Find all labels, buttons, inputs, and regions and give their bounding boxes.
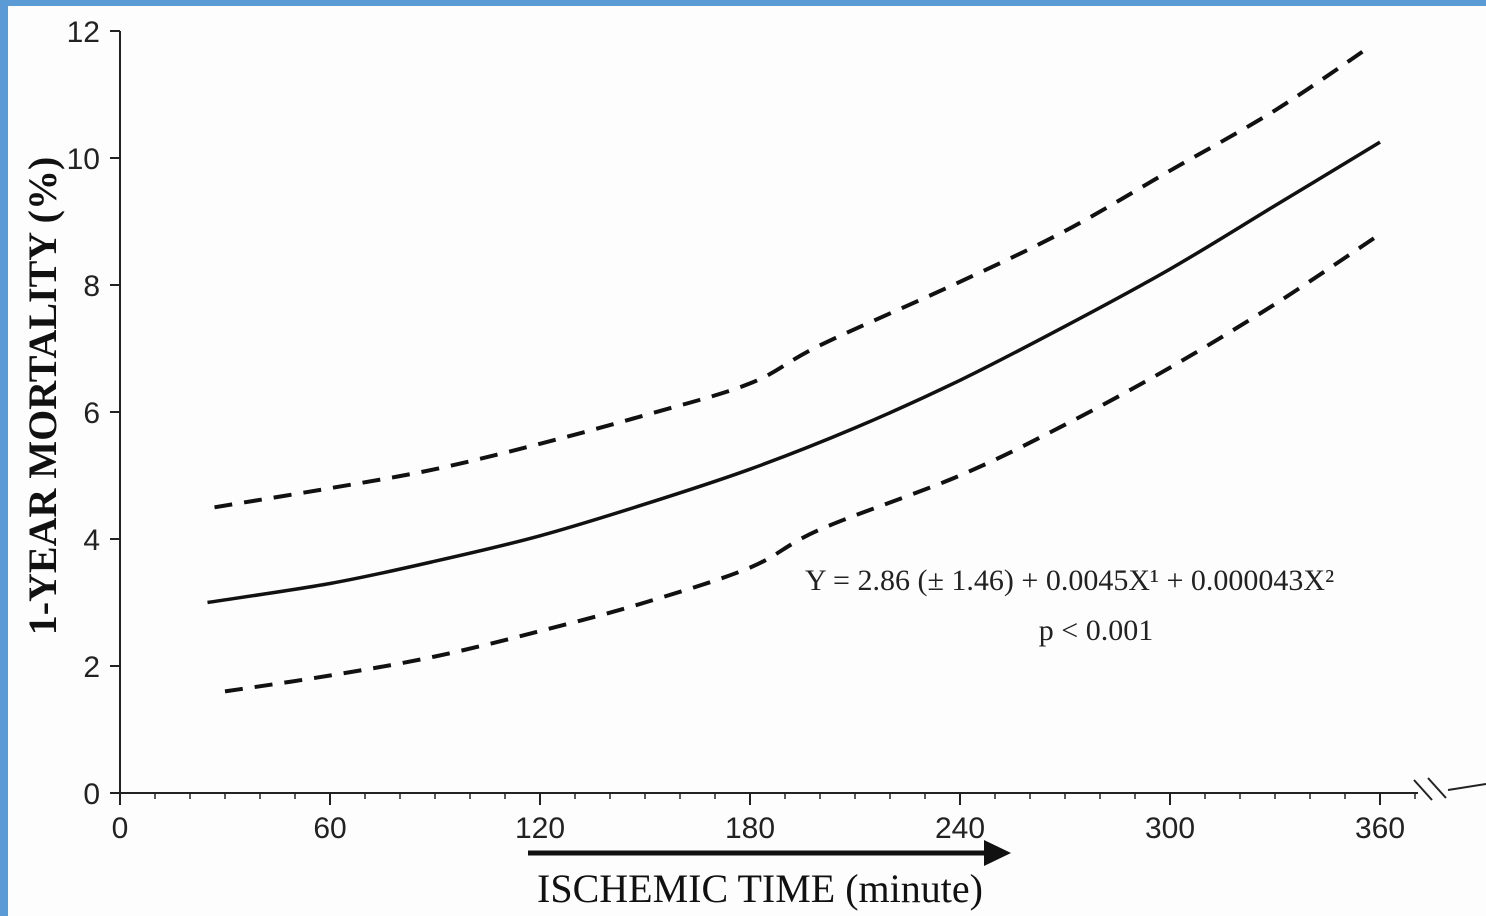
y-axis-ticks: 0 2 4 6 8 10 12 xyxy=(67,16,120,811)
y-axis-title: 1-YEAR MORTALITY (%) xyxy=(20,157,65,636)
x-tick-label: 60 xyxy=(313,812,346,845)
lower-ci-line xyxy=(225,234,1380,691)
y-tick-label: 2 xyxy=(83,651,100,684)
upper-ci-line xyxy=(215,47,1370,507)
y-tick-label: 10 xyxy=(67,143,100,176)
x-tick-label: 300 xyxy=(1145,812,1195,845)
pvalue-label: p < 0.001 xyxy=(1039,614,1153,647)
y-tick-label: 8 xyxy=(83,270,100,303)
mortality-curve-line xyxy=(208,142,1381,602)
axis-break-mark xyxy=(1428,778,1446,798)
x-axis-title: ISCHEMIC TIME (minute) xyxy=(537,866,983,911)
chart-svg: 0 2 4 6 8 10 12 0 60 120 180 240 300 360 1-YEAR MORT… xyxy=(8,6,1486,916)
equation-label: Y = 2.86 (± 1.46) + 0.0045X¹ + 0.000043X… xyxy=(805,564,1334,597)
y-tick-label: 0 xyxy=(83,778,100,811)
x-tick-label: 180 xyxy=(725,812,775,845)
x-axis-line-extension xyxy=(1448,784,1486,790)
y-tick-label: 6 xyxy=(83,397,100,430)
axes xyxy=(120,31,1486,800)
x-axis-ticks: 0 60 120 180 240 300 360 xyxy=(112,793,1415,845)
time-arrow-head xyxy=(984,840,1011,866)
axis-break-mark xyxy=(1414,780,1432,800)
y-tick-label: 12 xyxy=(67,16,100,49)
x-tick-label: 120 xyxy=(515,812,565,845)
x-tick-label: 0 xyxy=(112,812,129,845)
y-tick-label: 4 xyxy=(83,524,100,557)
x-tick-label: 360 xyxy=(1355,812,1405,845)
x-tick-label: 240 xyxy=(935,812,985,845)
